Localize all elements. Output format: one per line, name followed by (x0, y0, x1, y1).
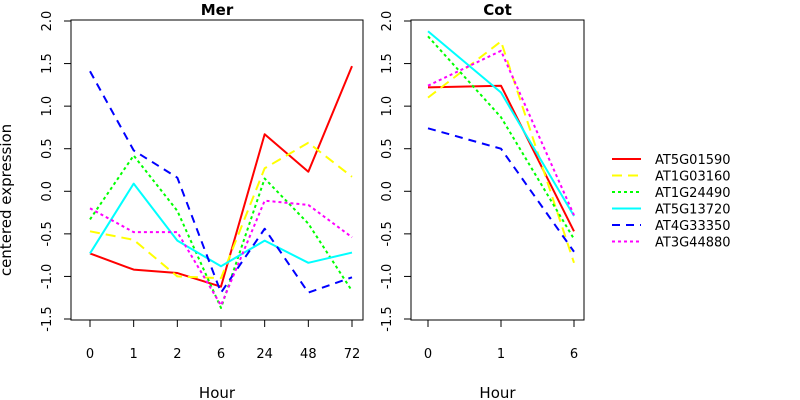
y-tick-label: -0.5 (380, 221, 395, 246)
legend-item: AT1G24490 (612, 186, 731, 201)
x-tick-label: 2 (173, 347, 181, 362)
y-axis-label: centered expression (0, 124, 15, 276)
legend-item: AT1G03160 (612, 170, 731, 185)
x-tick-label: 0 (424, 347, 432, 362)
series-line-at5g01590 (89, 65, 353, 288)
y-tick-label: 0.5 (380, 138, 395, 159)
y-tick-label: 1.5 (40, 53, 55, 74)
y-tick-label: -0.5 (40, 221, 55, 246)
y-tick-label: 0.5 (40, 138, 55, 159)
x-tick-label: 6 (217, 347, 225, 362)
x-axis-label: Hour (479, 384, 516, 400)
series-line-at4g33350 (427, 127, 575, 253)
x-tick-label: 1 (497, 347, 505, 362)
y-tick-label: -1.0 (380, 264, 395, 289)
x-tick-label: 1 (130, 347, 138, 362)
y-tick-label: -1.5 (380, 306, 395, 331)
series-line-at5g13720 (89, 182, 353, 268)
x-axis-label: Hour (199, 384, 236, 400)
series-line-at5g01590 (427, 84, 575, 232)
x-tick-label: 24 (256, 347, 273, 362)
x-tick-label: 6 (570, 347, 578, 362)
legend-label: AT1G03160 (655, 170, 731, 185)
series-line-at5g13720 (427, 30, 575, 217)
series-line-at1g24490 (89, 154, 353, 309)
panel-mer: Mer -1.5 -1.0 -0.5 0.0 0.5 1.0 1.5 2.0 0 1 2 6 24 48 72… (40, 1, 364, 400)
legend-item: AT4G33350 (612, 219, 731, 234)
plot-frame (70, 19, 364, 321)
y-tick-label: 0.0 (40, 181, 55, 202)
panel-cot: Cot -1.5 -1.0 -0.5 0.0 0.5 1.0 1.5 2.0 0 1 6 Hour (380, 1, 585, 400)
legend-label: AT5G13720 (655, 203, 731, 218)
series-line-at4g33350 (89, 70, 353, 294)
series-line-at1g03160 (427, 40, 575, 264)
plot-frame (410, 19, 585, 321)
x-tick-label: 0 (86, 347, 94, 362)
chart-panels: Mer -1.5 -1.0 -0.5 0.0 0.5 1.0 1.5 2.0 0 1 2 6 24 48 72… (40, 1, 585, 400)
legend-label: AT4G33350 (655, 219, 731, 234)
series-line-at1g24490 (427, 35, 575, 240)
series-line-at3g44880 (427, 49, 575, 216)
y-tick-label: 1.5 (380, 53, 395, 74)
y-tick-label: 2.0 (380, 11, 395, 32)
y-tick-label: 2.0 (40, 11, 55, 32)
series-line-at1g03160 (89, 141, 353, 280)
legend-label: AT1G24490 (655, 186, 731, 201)
y-tick-label: 0.0 (380, 181, 395, 202)
y-tick-label: 1.0 (380, 96, 395, 117)
legend-item: AT3G44880 (612, 236, 731, 251)
y-tick-label: -1.0 (40, 264, 55, 289)
panel-title: Cot (483, 1, 511, 19)
legend-item: AT5G01590 (612, 153, 731, 168)
y-tick-label: -1.5 (40, 306, 55, 331)
panel-title: Mer (201, 1, 234, 19)
legend-label: AT5G01590 (655, 153, 731, 168)
x-tick-label: 72 (344, 347, 361, 362)
x-tick-label: 48 (300, 347, 317, 362)
legend-label: AT3G44880 (655, 236, 731, 251)
series-line-at3g44880 (89, 199, 353, 307)
y-tick-label: 1.0 (40, 96, 55, 117)
legend-item: AT5G13720 (612, 203, 731, 218)
